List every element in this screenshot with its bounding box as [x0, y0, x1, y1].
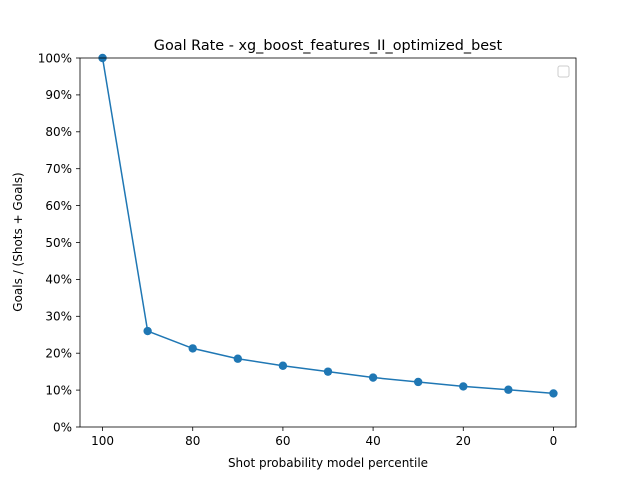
data-point [413, 377, 423, 387]
y-tick-label: 80% [45, 125, 72, 139]
y-axis-label: Goals / (Shots + Goals) [11, 172, 25, 311]
x-tick-label: 0 [550, 434, 558, 448]
data-point [368, 373, 378, 382]
y-tick-label: 30% [45, 310, 72, 324]
data-point [143, 326, 152, 336]
y-tick-label: 10% [45, 383, 72, 397]
data-point [278, 361, 288, 370]
x-tick-label: 100 [91, 434, 114, 448]
y-tick-label: 20% [45, 347, 72, 361]
plot-area: 100 80 60 40 20 0 0% 10% 20% 30% 40% 50% 60% 70% 80% 90… [38, 51, 577, 448]
x-tick-label: 40 [365, 434, 380, 448]
x-tick-label: 80 [185, 434, 200, 448]
x-tick-label: 20 [456, 434, 471, 448]
x-tick-label: 60 [275, 434, 290, 448]
y-tick-label: 60% [45, 199, 72, 213]
y-tick-label: 40% [45, 273, 72, 287]
data-point [323, 367, 333, 376]
data-point [459, 382, 468, 391]
y-tick-label: 50% [45, 236, 72, 250]
y-tick-label: 0% [53, 420, 72, 434]
y-tick-label: 70% [45, 162, 72, 176]
data-point [188, 344, 197, 353]
legend-box [557, 65, 570, 78]
x-axis-label: Shot probability model percentile [228, 456, 428, 470]
chart-title: Goal Rate - xg_boost_features_II_optimiz… [154, 38, 503, 54]
y-tick-label: 100% [38, 51, 72, 65]
data-point [549, 389, 558, 398]
data-point [233, 354, 243, 363]
data-point [504, 385, 513, 394]
y-tick-label: 90% [45, 88, 72, 102]
